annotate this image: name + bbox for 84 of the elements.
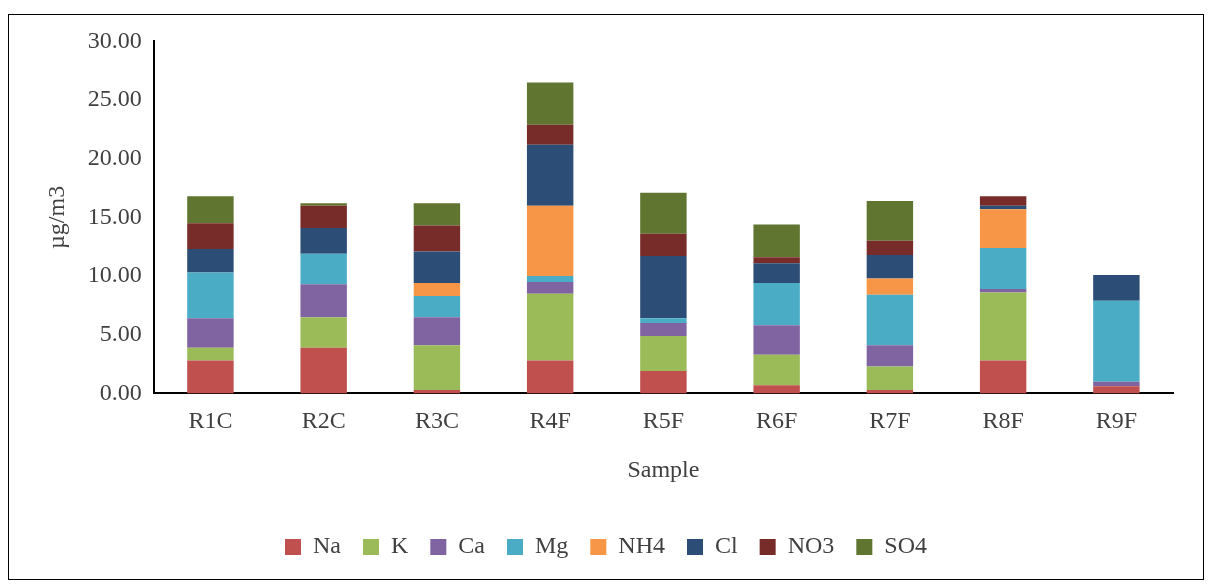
bar [187,318,234,348]
bar [300,347,347,394]
bar [413,317,461,346]
y-tick-label: 15.00 [87,202,142,229]
bar [979,292,1027,361]
bar [526,276,574,282]
y-axis-title: µg/m3 [42,185,69,249]
bar [640,233,687,257]
bar [526,82,574,125]
bar [300,227,347,254]
bar [300,284,347,318]
y-tick-label: 0.00 [99,378,142,405]
bar [300,205,347,228]
x-tick-label: R1C [188,407,233,434]
y-tick-label: 30.00 [87,26,142,53]
bar [300,317,347,348]
bar [640,192,687,234]
bar [979,247,1027,289]
bar [1093,274,1140,301]
bar [413,203,461,226]
legend-label: Na [313,532,342,559]
bar [526,144,574,206]
bar [866,345,914,367]
bar [640,323,687,336]
legend-label: K [390,532,409,559]
x-tick-label: R6F [755,407,798,434]
bar [413,283,461,297]
x-tick-label: R9F [1095,407,1138,434]
bar [300,253,347,285]
bar [187,360,234,394]
legend-label: Ca [458,532,486,559]
bar [753,257,800,264]
bar [526,205,574,277]
bar [979,209,1027,248]
bar [413,296,461,318]
x-tick-label: R8F [982,407,1024,434]
bar [979,360,1027,394]
bar [866,240,914,255]
x-tick-label: R7F [869,407,911,434]
bar [753,263,800,284]
legend-label: Mg [534,532,569,559]
bar [753,385,800,394]
bar [640,335,687,372]
y-tick-label: 25.00 [87,85,142,112]
y-tick-label: 20.00 [87,144,142,171]
x-tick-label: R5F [642,407,685,434]
bar [866,294,914,346]
x-tick-label: R2C [301,407,346,434]
y-tick-label: 10.00 [87,261,142,288]
bar [640,371,687,394]
bar [866,278,914,295]
bar [413,251,461,284]
x-tick-label: R3C [414,407,459,434]
legend-label: Cl [714,532,738,559]
legend-label: NH4 [618,532,665,559]
legend-label: SO4 [884,532,928,559]
bar [1093,300,1140,382]
bar [300,203,347,206]
bar [526,293,574,361]
bar [753,283,800,326]
bar [526,281,574,294]
legend-label: NO3 [787,532,835,559]
bar [526,124,574,145]
bar [526,360,574,394]
bar [187,249,234,273]
bar [413,225,461,252]
bar [753,354,800,386]
bar [1093,386,1140,394]
y-tick-label: 5.00 [99,320,142,347]
bar [187,223,234,250]
bar [187,347,234,361]
bar [753,325,800,355]
bar [866,366,914,390]
bar [640,256,687,319]
bar [187,272,234,319]
bar [187,196,234,224]
bar [753,224,800,258]
bar [640,318,687,323]
x-tick-label: R4F [529,407,571,434]
x-axis-title: Sample [627,455,700,482]
bar [413,345,461,390]
bar [866,200,914,241]
bar [866,254,914,279]
bar [979,196,1027,206]
